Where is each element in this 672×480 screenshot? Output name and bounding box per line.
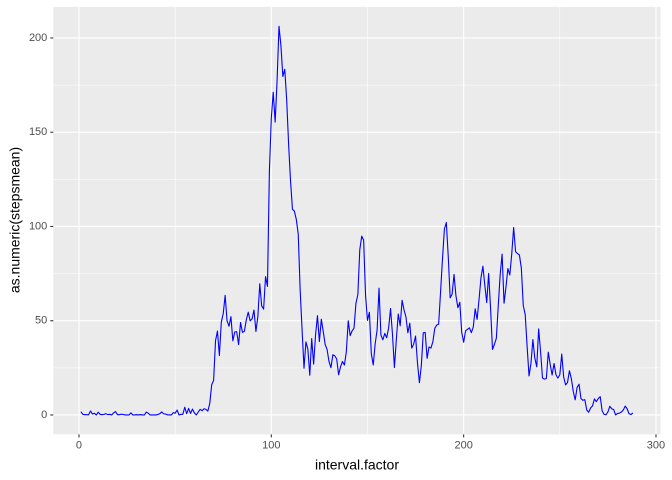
plot-background [53,6,661,435]
y-tick-label: 50 [35,315,47,327]
data-line [80,25,634,416]
x-tick-label: 100 [262,439,280,451]
y-tick-label: 150 [29,126,47,138]
x-axis-title: interval.factor [315,457,399,473]
y-tick-label: 100 [29,220,47,232]
y-axis-title: as.numeric(stepsmean) [7,147,23,293]
x-tick-label: 0 [76,439,82,451]
x-tick-label: 300 [647,439,665,451]
y-tick-label: 0 [41,409,47,421]
y-tick-label: 200 [29,32,47,44]
x-tick-label: 200 [454,439,472,451]
